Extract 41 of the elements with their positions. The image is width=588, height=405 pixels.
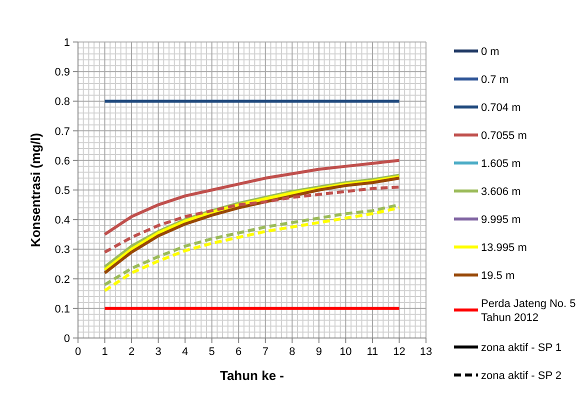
y-tick-label: 0.3 (54, 244, 70, 256)
legend-label: 0.7 m (481, 74, 509, 86)
x-tick-label: 4 (182, 346, 188, 358)
legend-label: 1.605 m (481, 158, 521, 170)
legend-label: 0 m (481, 46, 500, 58)
legend-label: 19.5 m (481, 270, 515, 282)
y-tick-label: 0.2 (54, 274, 70, 286)
legend-label: 13.995 m (481, 242, 527, 254)
y-axis-title: Konsentrasi (mg/l) (28, 132, 43, 248)
y-tick-label: 0.6 (54, 155, 70, 168)
x-tick-label: 13 (420, 346, 432, 358)
y-tick-label: 0 (64, 333, 70, 345)
x-tick-label: 10 (340, 346, 352, 358)
legend-label: 0.704 m (481, 102, 521, 114)
line-series (103, 158, 401, 236)
legend-label: 9.995 m (481, 214, 521, 226)
x-tick-label: 7 (262, 346, 268, 358)
x-tick-label: 3 (155, 346, 162, 358)
x-tick-label: 12 (393, 346, 406, 358)
x-tick-label: 9 (316, 346, 322, 358)
legend-label: Perda Jateng No. 5 Tahun 2012 (481, 298, 576, 324)
x-tick-label: 6 (236, 346, 242, 358)
y-tick-label: 0.5 (54, 185, 70, 197)
x-tick-label: 1 (102, 346, 108, 358)
x-tick-label: 5 (208, 346, 215, 358)
y-tick-label: 0.9 (54, 66, 70, 79)
legend-label: zona aktif - SP 1 (481, 342, 562, 354)
legend-label: zona aktif - SP 2 (481, 370, 562, 382)
line-series (103, 186, 401, 254)
x-tick-label: 8 (289, 346, 296, 358)
y-tick-label: 0.8 (54, 96, 70, 108)
y-tick-label: 0.1 (54, 303, 70, 316)
y-tick-label: 0.7 (54, 126, 70, 138)
x-axis-title: Tahun ke - (220, 368, 284, 383)
y-tick-label: 0.4 (54, 214, 70, 227)
x-tick-label: 0 (74, 346, 82, 358)
legend-label: 0.7055 m (481, 130, 527, 142)
y-tick-label: 1 (64, 37, 70, 49)
x-tick-label: 2 (128, 346, 135, 358)
legend-label: 3.606 m (481, 186, 521, 198)
x-tick-label: 11 (366, 346, 378, 358)
